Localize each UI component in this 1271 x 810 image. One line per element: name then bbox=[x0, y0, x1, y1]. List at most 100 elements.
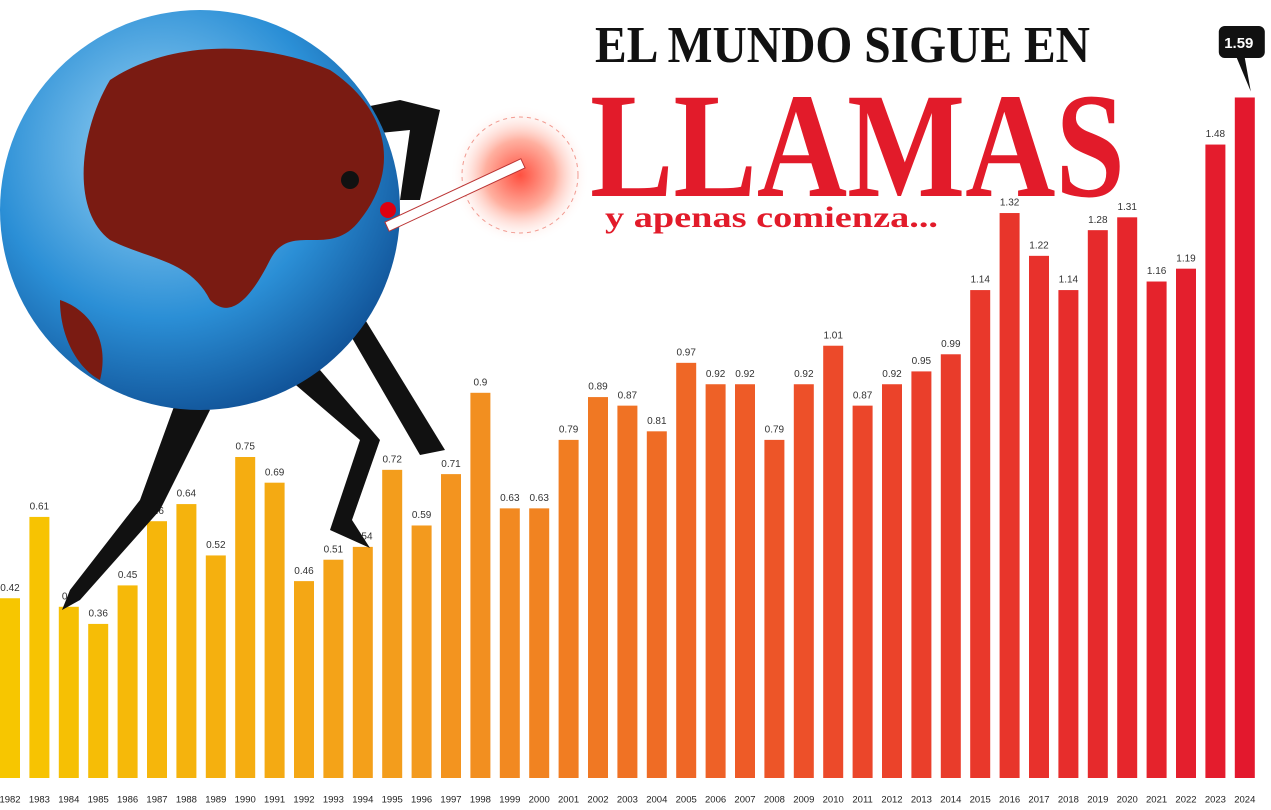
bar bbox=[264, 482, 285, 778]
x-tick-label: 1995 bbox=[382, 795, 403, 806]
chart-subtitle: y apenas comienza... bbox=[605, 201, 938, 234]
bar bbox=[676, 362, 697, 778]
bar bbox=[235, 457, 256, 778]
x-tick-label: 2000 bbox=[529, 795, 550, 806]
bar bbox=[1058, 290, 1079, 778]
x-tick-label: 2006 bbox=[705, 795, 726, 806]
x-tick-label: 2015 bbox=[970, 795, 991, 806]
x-tick-label: 1992 bbox=[293, 795, 314, 806]
x-tick-label: 2021 bbox=[1146, 795, 1167, 806]
value-label: 0.61 bbox=[30, 502, 50, 513]
x-tick-label: 2020 bbox=[1117, 795, 1138, 806]
x-tick-label: 2011 bbox=[852, 795, 872, 806]
x-tick-label: 1993 bbox=[323, 795, 344, 806]
value-label: 0.72 bbox=[382, 454, 402, 465]
bar bbox=[1029, 255, 1049, 779]
value-label: 1.59 bbox=[1224, 35, 1253, 52]
value-label: 0.54 bbox=[353, 532, 373, 543]
x-tick-label: 1987 bbox=[146, 795, 167, 806]
value-label: 0.92 bbox=[794, 369, 814, 380]
bar bbox=[29, 516, 50, 778]
bar bbox=[940, 354, 961, 778]
bar bbox=[411, 525, 432, 778]
value-label: 0.81 bbox=[647, 416, 667, 427]
x-tick-label: 1983 bbox=[29, 795, 50, 806]
bar bbox=[1205, 144, 1226, 778]
value-label: 1.22 bbox=[1029, 240, 1049, 251]
value-label: 1.14 bbox=[970, 275, 990, 286]
value-label: 0.52 bbox=[206, 540, 226, 551]
value-label: 1.31 bbox=[1117, 202, 1137, 213]
value-label: 0.64 bbox=[177, 489, 197, 500]
bar bbox=[705, 384, 726, 778]
bar bbox=[499, 508, 520, 778]
value-label: 0.36 bbox=[88, 609, 108, 620]
value-label: 0.79 bbox=[765, 425, 785, 436]
bar bbox=[588, 397, 608, 778]
x-tick-label: 2002 bbox=[587, 795, 608, 806]
value-label: 1.28 bbox=[1088, 215, 1108, 226]
bar bbox=[1087, 230, 1108, 778]
leg bbox=[290, 370, 380, 548]
bars: 19820.4219830.6119840.419850.3619860.451… bbox=[0, 97, 1255, 806]
x-tick-label: 1986 bbox=[117, 795, 138, 806]
value-label: 0.92 bbox=[735, 369, 755, 380]
bar bbox=[970, 290, 991, 778]
bar bbox=[852, 405, 873, 778]
bar bbox=[529, 508, 550, 778]
bar bbox=[176, 504, 197, 778]
x-tick-label: 1991 bbox=[264, 795, 285, 806]
bar bbox=[117, 585, 138, 778]
bar bbox=[323, 559, 344, 778]
x-tick-label: 2014 bbox=[940, 795, 961, 806]
bar bbox=[352, 546, 373, 778]
value-label: 0.92 bbox=[706, 369, 726, 380]
x-tick-label: 2018 bbox=[1058, 795, 1079, 806]
x-tick-label: 1988 bbox=[176, 795, 197, 806]
x-tick-label: 2019 bbox=[1087, 795, 1108, 806]
x-tick-label: 1998 bbox=[470, 795, 491, 806]
value-label: 0.51 bbox=[324, 544, 344, 555]
x-tick-label: 2008 bbox=[764, 795, 785, 806]
x-tick-label: 2004 bbox=[646, 795, 667, 806]
bar bbox=[1146, 281, 1167, 778]
x-tick-label: 2013 bbox=[911, 795, 932, 806]
value-label: 0.42 bbox=[0, 583, 20, 594]
x-tick-label: 1982 bbox=[0, 795, 21, 806]
illustration bbox=[0, 10, 590, 610]
bar bbox=[58, 606, 79, 778]
value-label: 0.9 bbox=[473, 377, 487, 388]
value-label: 0.95 bbox=[912, 356, 932, 367]
bar bbox=[823, 345, 844, 778]
x-tick-label: 1985 bbox=[88, 795, 109, 806]
bar bbox=[441, 474, 461, 778]
value-label: 1.16 bbox=[1147, 266, 1167, 277]
value-label: 0.63 bbox=[529, 493, 549, 504]
eye bbox=[341, 171, 359, 189]
x-tick-label: 2007 bbox=[734, 795, 755, 806]
value-bubble bbox=[1218, 25, 1265, 92]
x-tick-label: 1984 bbox=[58, 795, 79, 806]
leg bbox=[62, 390, 210, 610]
continent bbox=[83, 48, 385, 308]
value-label: 0.99 bbox=[941, 339, 961, 350]
bar bbox=[764, 439, 785, 778]
value-label: 0.46 bbox=[294, 566, 314, 577]
x-tick-label: 2024 bbox=[1234, 795, 1255, 806]
bar bbox=[793, 384, 814, 778]
x-tick-label: 2012 bbox=[881, 795, 902, 806]
x-tick-label: 2017 bbox=[1028, 795, 1049, 806]
chart-title: EL MUNDO SIGUE EN bbox=[595, 17, 1090, 74]
value-label: 0.79 bbox=[559, 425, 579, 436]
value-label: 0.89 bbox=[588, 382, 608, 393]
thermometer-bulb bbox=[380, 202, 396, 218]
bar bbox=[735, 384, 755, 778]
value-label: 0.75 bbox=[235, 442, 255, 453]
value-label: 0.92 bbox=[882, 369, 902, 380]
value-label: 0.97 bbox=[676, 347, 696, 358]
x-tick-label: 1997 bbox=[440, 795, 461, 806]
value-label: 0.71 bbox=[441, 459, 461, 470]
value-label: 0.59 bbox=[412, 510, 432, 521]
value-label: 0.63 bbox=[500, 493, 520, 504]
